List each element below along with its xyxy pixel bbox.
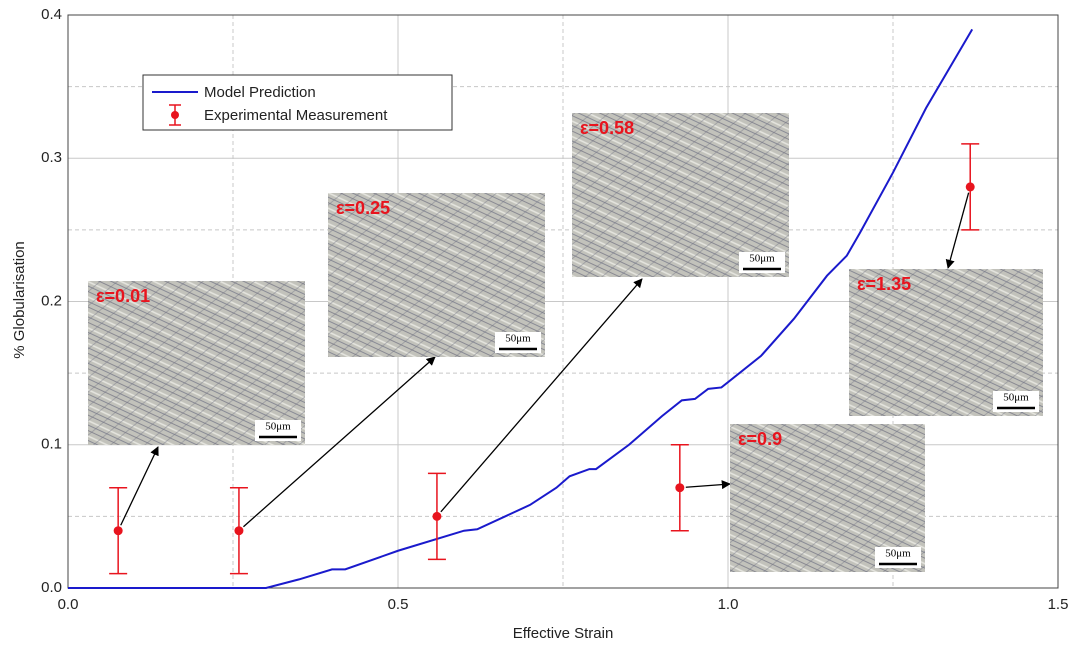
- micrograph: ε=0.58 50μm: [572, 113, 789, 277]
- micrograph-label: ε=0.9: [738, 429, 782, 449]
- model-line: [68, 28, 974, 589]
- scale-bar-label: 50μm: [885, 548, 911, 560]
- annotation-arrow: [120, 446, 159, 526]
- data-point: [234, 526, 244, 536]
- micrograph-texture: [88, 281, 305, 445]
- legend-box: [142, 74, 453, 131]
- y-tick-label: 0.2: [41, 292, 62, 309]
- data-point: [432, 511, 442, 521]
- legend-label: Experimental Measurement: [204, 107, 388, 124]
- micrograph: ε=0.25 50μm: [328, 193, 545, 357]
- micrograph-label: ε=0.58: [580, 118, 634, 138]
- legend: Model Prediction Experimental Measurement: [142, 74, 453, 131]
- scale-bar-label: 50μm: [1003, 392, 1029, 404]
- x-tick-label: 1.0: [718, 596, 739, 613]
- x-tick-label: 1.5: [1048, 596, 1069, 613]
- plot-frame: [67, 14, 1059, 589]
- micrograph-texture: [572, 113, 789, 277]
- y-tick-label: 0.3: [41, 149, 62, 166]
- error-point: [229, 486, 248, 575]
- annotation-arrow: [440, 278, 643, 513]
- micrograph-label: ε=0.01: [96, 286, 150, 306]
- micrograph-label: ε=0.25: [336, 198, 390, 218]
- data-point: [965, 182, 975, 192]
- annotation-arrow: [945, 192, 970, 269]
- annotation-arrow: [242, 356, 436, 528]
- scale-bar-label: 50μm: [265, 421, 291, 433]
- annotation-arrow: [685, 480, 731, 490]
- x-tick-label: 0.5: [388, 596, 409, 613]
- error-point: [961, 143, 980, 231]
- y-axis-label: % Globularisation: [11, 241, 28, 359]
- y-tick-label: 0.4: [41, 6, 62, 23]
- micrograph-texture: [328, 193, 545, 357]
- error-point: [427, 472, 446, 561]
- error-point: [670, 444, 689, 532]
- data-point: [675, 483, 685, 493]
- x-tick-label: 0.0: [58, 596, 79, 613]
- legend-label: Model Prediction: [204, 84, 316, 101]
- scale-bar-label: 50μm: [749, 253, 775, 265]
- micrograph-label: ε=1.35: [857, 274, 911, 294]
- x-axis-label: Effective Strain: [513, 625, 614, 642]
- micrograph: ε=1.35 50μm: [849, 269, 1043, 416]
- data-point: [113, 526, 123, 536]
- y-tick-label: 0.1: [41, 436, 62, 453]
- y-tick-label: 0.0: [41, 579, 62, 596]
- micrograph: ε=0.9 50μm: [730, 424, 925, 572]
- legend-swatch: [171, 111, 179, 119]
- micrograph: ε=0.01 50μm: [88, 281, 305, 445]
- error-point: [109, 486, 128, 575]
- scale-bar-label: 50μm: [505, 333, 531, 345]
